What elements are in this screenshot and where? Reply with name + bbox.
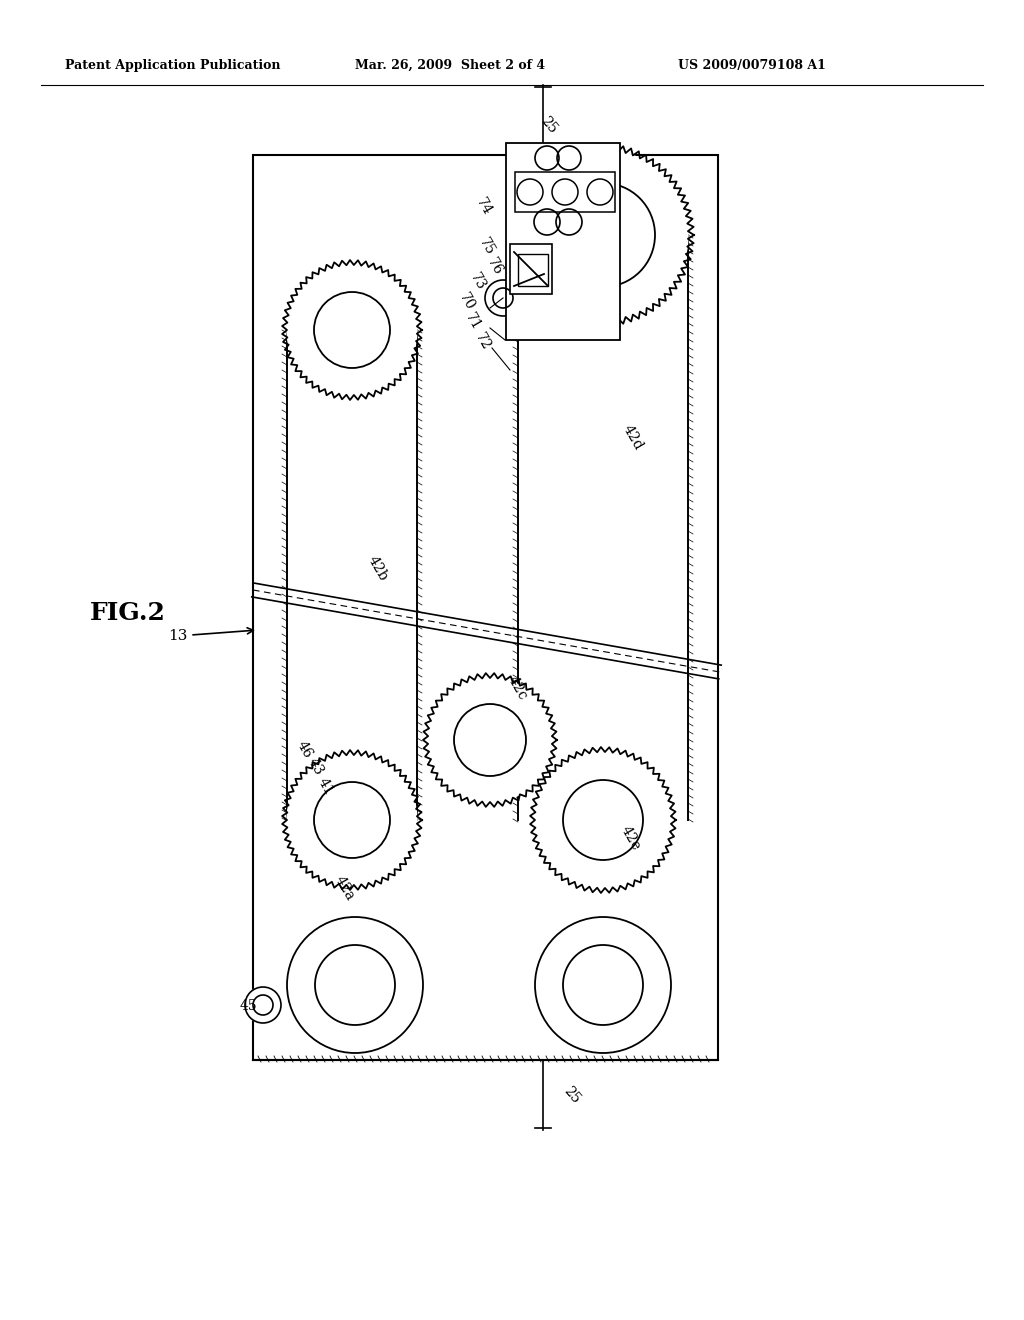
Text: 42a: 42a bbox=[332, 874, 357, 903]
Text: 42e: 42e bbox=[618, 824, 643, 853]
Text: US 2009/0079108 A1: US 2009/0079108 A1 bbox=[678, 58, 826, 71]
Text: 13: 13 bbox=[168, 628, 253, 643]
Circle shape bbox=[428, 678, 552, 803]
Circle shape bbox=[535, 917, 671, 1053]
Circle shape bbox=[287, 917, 423, 1053]
Bar bbox=[515, 172, 615, 213]
Circle shape bbox=[287, 755, 417, 884]
Text: 46: 46 bbox=[294, 739, 315, 762]
Text: 73: 73 bbox=[467, 271, 488, 293]
Text: 70: 70 bbox=[456, 290, 477, 313]
Text: 81: 81 bbox=[600, 156, 621, 178]
Text: FIG.2: FIG.2 bbox=[90, 601, 166, 624]
Text: 43: 43 bbox=[305, 756, 326, 777]
Bar bbox=[518, 253, 548, 286]
Text: Patent Application Publication: Patent Application Publication bbox=[65, 58, 281, 71]
Circle shape bbox=[245, 987, 281, 1023]
Circle shape bbox=[518, 150, 688, 319]
Text: 42b: 42b bbox=[365, 553, 390, 583]
Text: 45: 45 bbox=[240, 999, 258, 1012]
Circle shape bbox=[485, 280, 521, 315]
Text: 42c: 42c bbox=[505, 675, 529, 704]
Text: Mar. 26, 2009  Sheet 2 of 4: Mar. 26, 2009 Sheet 2 of 4 bbox=[355, 58, 545, 71]
Text: 25: 25 bbox=[538, 114, 560, 136]
Bar bbox=[510, 244, 552, 294]
Text: 75: 75 bbox=[476, 236, 497, 257]
Text: 25: 25 bbox=[561, 1084, 583, 1106]
Text: 41: 41 bbox=[315, 776, 336, 799]
Text: 80: 80 bbox=[600, 211, 621, 234]
Bar bbox=[506, 143, 620, 341]
Text: 72: 72 bbox=[472, 331, 493, 352]
Text: 42d: 42d bbox=[620, 422, 645, 453]
Text: 74: 74 bbox=[473, 195, 494, 218]
Circle shape bbox=[287, 265, 417, 395]
Text: 76: 76 bbox=[484, 256, 505, 279]
Circle shape bbox=[535, 752, 671, 888]
Bar bbox=[253, 154, 718, 1060]
Text: 71: 71 bbox=[462, 310, 483, 333]
